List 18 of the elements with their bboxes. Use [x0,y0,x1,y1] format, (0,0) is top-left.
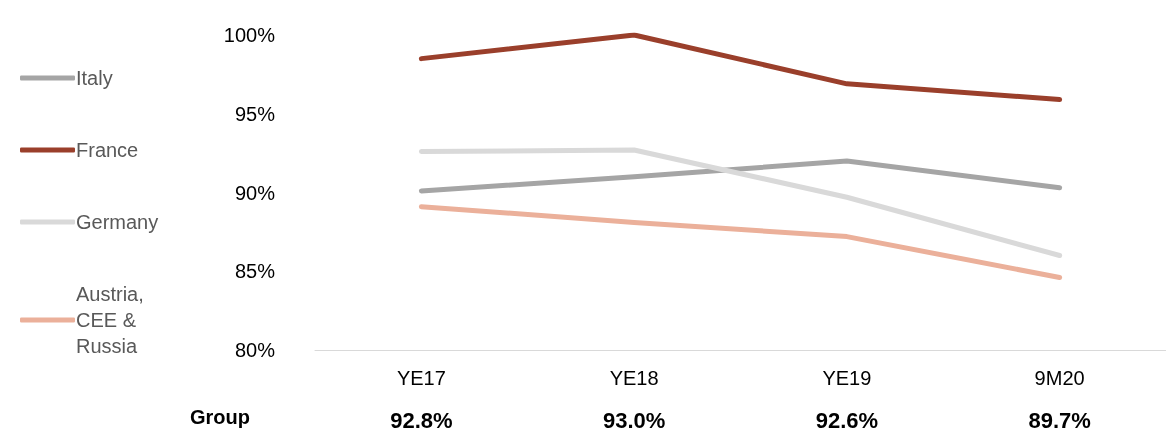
y-tick-label: 100% [223,24,276,46]
text: 93.0% [602,407,666,433]
y-tick-label: 90% [234,181,276,204]
y-tick-label: 80% [234,339,276,361]
y-tick-label: 85% [234,260,276,283]
text: Group [190,406,250,428]
text: 92.6% [815,407,879,433]
text: 92.8% [390,407,453,433]
x-tick-label: 9M20 [1034,367,1085,389]
y-tick-label: 95% [234,102,276,125]
legend-label: Italy [76,67,113,89]
x-tick-label: YE17 [396,367,446,389]
legend-label: Austria, CEE & Russia [76,283,150,357]
legend-label: France [76,139,139,161]
x-tick-label: YE19 [822,367,872,389]
x-tick-label: YE18 [609,367,659,389]
text: 89.7% [1028,407,1091,433]
legend-label: Germany [76,211,159,233]
